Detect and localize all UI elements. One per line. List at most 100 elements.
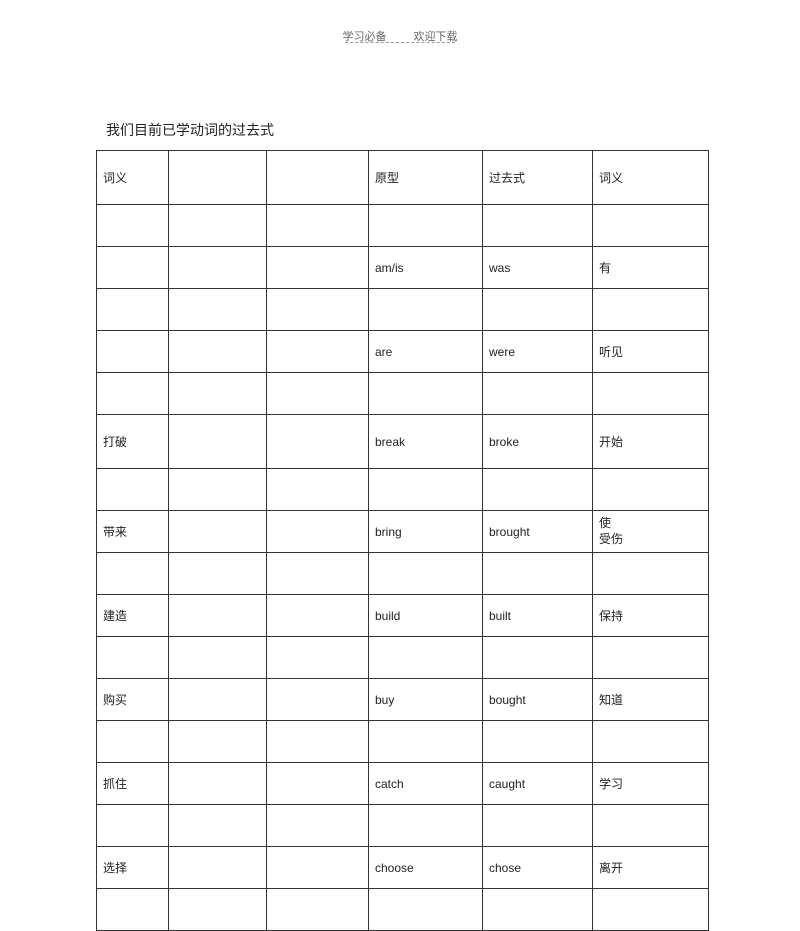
cell <box>267 595 369 637</box>
cell <box>483 373 593 415</box>
cell-meaning2: 使 受伤 <box>593 511 709 553</box>
cell <box>267 205 369 247</box>
cell <box>369 805 483 847</box>
cell <box>169 331 267 373</box>
cell <box>169 595 267 637</box>
header-cell-base: 原型 <box>369 151 483 205</box>
table-row <box>97 373 709 415</box>
cell <box>267 415 369 469</box>
cell <box>97 469 169 511</box>
cell <box>169 373 267 415</box>
cell <box>267 373 369 415</box>
cell <box>267 805 369 847</box>
cell-base: am/is <box>369 247 483 289</box>
cell-base: catch <box>369 763 483 805</box>
cell <box>97 721 169 763</box>
cell <box>169 847 267 889</box>
cell-base: buy <box>369 679 483 721</box>
cell-meaning2: 听见 <box>593 331 709 373</box>
cell <box>97 553 169 595</box>
table-row: 带来 bring brought 使 受伤 <box>97 511 709 553</box>
cell <box>483 721 593 763</box>
cell <box>267 763 369 805</box>
cell <box>267 331 369 373</box>
cell <box>593 553 709 595</box>
cell <box>169 637 267 679</box>
header-cell-meaning1: 词义 <box>97 151 169 205</box>
cell-base: bring <box>369 511 483 553</box>
table-row: 抓住 catch caught 学习 <box>97 763 709 805</box>
cell <box>97 373 169 415</box>
cell-meaning1: 抓住 <box>97 763 169 805</box>
table-row <box>97 205 709 247</box>
cell-past: bought <box>483 679 593 721</box>
cell <box>267 637 369 679</box>
cell <box>369 469 483 511</box>
cell <box>267 289 369 331</box>
cell <box>169 805 267 847</box>
cell <box>267 679 369 721</box>
cell <box>593 805 709 847</box>
header-cell-blank2 <box>267 151 369 205</box>
cell-meaning1: 购买 <box>97 679 169 721</box>
cell-meaning1: 带来 <box>97 511 169 553</box>
cell <box>593 469 709 511</box>
cell-past: was <box>483 247 593 289</box>
cell-past: broke <box>483 415 593 469</box>
cell-base: are <box>369 331 483 373</box>
cell <box>97 889 169 931</box>
cell <box>169 469 267 511</box>
cell <box>483 205 593 247</box>
table-row: 选择 choose chose 离开 <box>97 847 709 889</box>
cell <box>267 469 369 511</box>
cell <box>593 289 709 331</box>
cell <box>483 637 593 679</box>
cell <box>97 205 169 247</box>
cell-meaning1: 选择 <box>97 847 169 889</box>
table-header-row: 词义 原型 过去式 词义 <box>97 151 709 205</box>
cell <box>483 553 593 595</box>
cell <box>369 637 483 679</box>
table-row <box>97 553 709 595</box>
table-row: are were 听见 <box>97 331 709 373</box>
cell <box>97 805 169 847</box>
cell <box>369 889 483 931</box>
cell-past: caught <box>483 763 593 805</box>
table-row: am/is was 有 <box>97 247 709 289</box>
cell <box>483 889 593 931</box>
cell <box>483 289 593 331</box>
cell <box>169 415 267 469</box>
cell <box>483 469 593 511</box>
verb-table: 词义 原型 过去式 词义 am/is was 有 are were 听见 打破 … <box>96 150 709 931</box>
cell <box>369 205 483 247</box>
header-underline <box>345 42 455 43</box>
table-row <box>97 889 709 931</box>
header-cell-past: 过去式 <box>483 151 593 205</box>
cell <box>369 373 483 415</box>
cell-base: build <box>369 595 483 637</box>
cell <box>593 637 709 679</box>
cell <box>169 511 267 553</box>
cell-meaning1 <box>97 247 169 289</box>
cell <box>169 247 267 289</box>
cell <box>593 205 709 247</box>
header-cell-blank1 <box>169 151 267 205</box>
cell <box>267 247 369 289</box>
cell <box>369 721 483 763</box>
cell-meaning1: 建造 <box>97 595 169 637</box>
header-cell-meaning2: 词义 <box>593 151 709 205</box>
cell <box>169 205 267 247</box>
cell <box>169 553 267 595</box>
cell <box>369 553 483 595</box>
page-title: 我们目前已学动词的过去式 <box>106 120 274 140</box>
table-row <box>97 289 709 331</box>
table-row: 建造 build built 保持 <box>97 595 709 637</box>
table-row <box>97 637 709 679</box>
cell-meaning2: 保持 <box>593 595 709 637</box>
cell <box>97 289 169 331</box>
cell-meaning2: 有 <box>593 247 709 289</box>
cell-base: choose <box>369 847 483 889</box>
cell <box>267 721 369 763</box>
cell-meaning2: 离开 <box>593 847 709 889</box>
cell-past: were <box>483 331 593 373</box>
